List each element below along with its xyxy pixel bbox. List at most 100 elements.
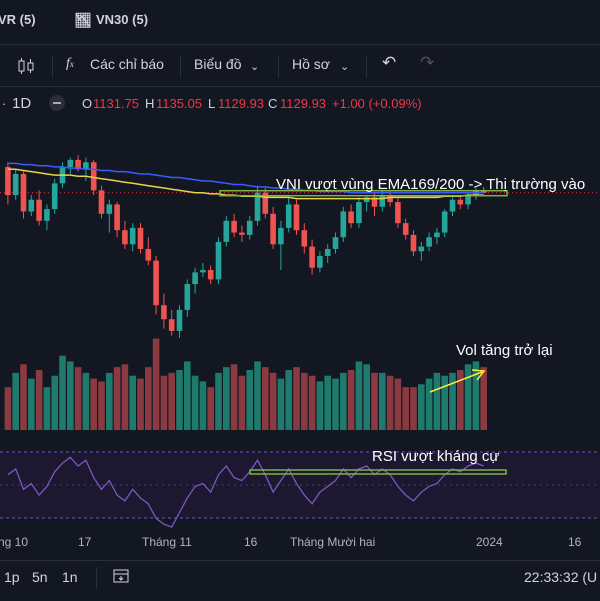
- volume-bar: [152, 338, 160, 430]
- volume-bar: [262, 367, 269, 430]
- toolbar-divider: [278, 56, 279, 78]
- candle: [465, 195, 471, 205]
- volume-bar: [82, 372, 90, 430]
- indicators-button[interactable]: Các chỉ báo: [90, 56, 164, 72]
- chevron-down-icon: ⌄: [250, 61, 260, 73]
- open-value: 1131.75: [93, 96, 140, 111]
- candle: [418, 246, 425, 252]
- candle: [168, 319, 175, 331]
- redo-icon[interactable]: ↷: [420, 53, 435, 72]
- indicators-icon[interactable]: fx: [66, 56, 74, 71]
- interval-label[interactable]: 1D: [12, 95, 32, 112]
- clock-display: 22:33:32 (U: [524, 569, 598, 585]
- volume-bar: [35, 370, 43, 430]
- volume-bar: [168, 372, 175, 430]
- date-range-icon[interactable]: [112, 567, 130, 588]
- volume-bar: [394, 378, 402, 430]
- volume-bar: [4, 387, 12, 430]
- volume-bar: [74, 367, 82, 430]
- volume-bar: [184, 361, 191, 430]
- x-tick-label: Tháng Mười hai: [290, 535, 375, 549]
- volume-bar: [191, 375, 199, 430]
- toolbar-divider: [366, 56, 367, 78]
- chart-menu-button[interactable]: Biểu đồ: [194, 56, 242, 72]
- candle: [129, 227, 136, 245]
- candle: [184, 284, 191, 310]
- candle: [449, 199, 456, 212]
- volume-bar: [121, 364, 129, 430]
- volume-bar: [215, 372, 222, 430]
- candle: [395, 202, 401, 224]
- volume-bar: [145, 367, 152, 430]
- candle: [176, 309, 183, 331]
- candle: [317, 255, 323, 268]
- volume-bar: [480, 367, 487, 430]
- ema-lines: [7, 162, 508, 393]
- candle: [332, 237, 339, 249]
- rsi-resistance-box: [249, 469, 507, 475]
- candle: [114, 204, 120, 231]
- range-5n[interactable]: 5n: [32, 569, 48, 585]
- x-tick-label: 16: [568, 535, 582, 549]
- volume-bar: [176, 370, 183, 430]
- candle: [246, 220, 253, 235]
- candle: [285, 204, 292, 228]
- volume-bar: [277, 378, 285, 430]
- candle: [441, 211, 448, 233]
- candle: [457, 199, 464, 205]
- candle: [200, 270, 206, 273]
- candle: [426, 237, 432, 247]
- profile-menu-button[interactable]: Hồ sơ: [292, 56, 330, 72]
- volume-bar: [137, 378, 144, 430]
- candle: [51, 183, 58, 210]
- volume-bar: [433, 372, 441, 430]
- volume-bar: [363, 364, 370, 430]
- ema-annotation: VNI vượt vùng EMA169/200 -> Thị trường v…: [276, 176, 586, 193]
- candle: [434, 232, 440, 238]
- volume-bar: [308, 375, 316, 430]
- candle: [402, 223, 409, 235]
- low-label: L: [208, 96, 216, 111]
- volume-bar: [230, 364, 238, 430]
- candle: [83, 162, 89, 170]
- volume-bar: [51, 375, 58, 430]
- volume-bar: [441, 375, 448, 430]
- candle: [301, 230, 308, 247]
- volume-bar: [472, 361, 480, 430]
- range-1p[interactable]: 1p: [4, 569, 20, 585]
- volume-bar: [410, 387, 417, 430]
- candle: [231, 220, 237, 233]
- candle: [387, 195, 393, 203]
- candle: [356, 202, 362, 224]
- candle: [67, 159, 74, 167]
- high-label: H: [145, 96, 155, 111]
- collapse-icon[interactable]: [48, 94, 66, 115]
- volume-bar: [347, 370, 355, 430]
- candle: [480, 190, 487, 193]
- candles-icon[interactable]: [16, 56, 36, 79]
- chart-toolbar: fx Các chỉ báo Biểu đồ ⌄ Hồ sơ ⌄ ↶ ↷: [0, 46, 600, 87]
- open-label: O: [82, 96, 93, 111]
- candle: [363, 197, 370, 203]
- volume-bar: [113, 367, 121, 430]
- candle: [75, 159, 81, 170]
- volume-bar: [98, 381, 105, 430]
- volume-bar: [293, 367, 300, 430]
- volume-bar: [238, 375, 246, 430]
- close-value: 1129.93: [280, 96, 327, 111]
- undo-icon[interactable]: ↶: [382, 53, 397, 72]
- candle: [309, 246, 315, 268]
- close-label: C: [268, 96, 278, 111]
- watchlist-tab-vr[interactable]: VR (5): [0, 12, 36, 27]
- rsi-annotation: RSI vượt kháng cự: [372, 448, 500, 465]
- volume-bar: [464, 364, 472, 430]
- candle: [223, 220, 230, 242]
- candle: [12, 173, 19, 196]
- ema200-line: [7, 162, 484, 194]
- range-1n[interactable]: 1n: [62, 569, 78, 585]
- volume-bar: [386, 375, 394, 430]
- candle: [192, 272, 198, 285]
- volume-bars: [4, 338, 487, 430]
- watchlist-tab-vn30[interactable]: VN30 (5): [96, 12, 149, 27]
- price-chart[interactable]: ng 10 17 Tháng 11 16 Tháng Mười hai 2024 16: [0, 120, 600, 550]
